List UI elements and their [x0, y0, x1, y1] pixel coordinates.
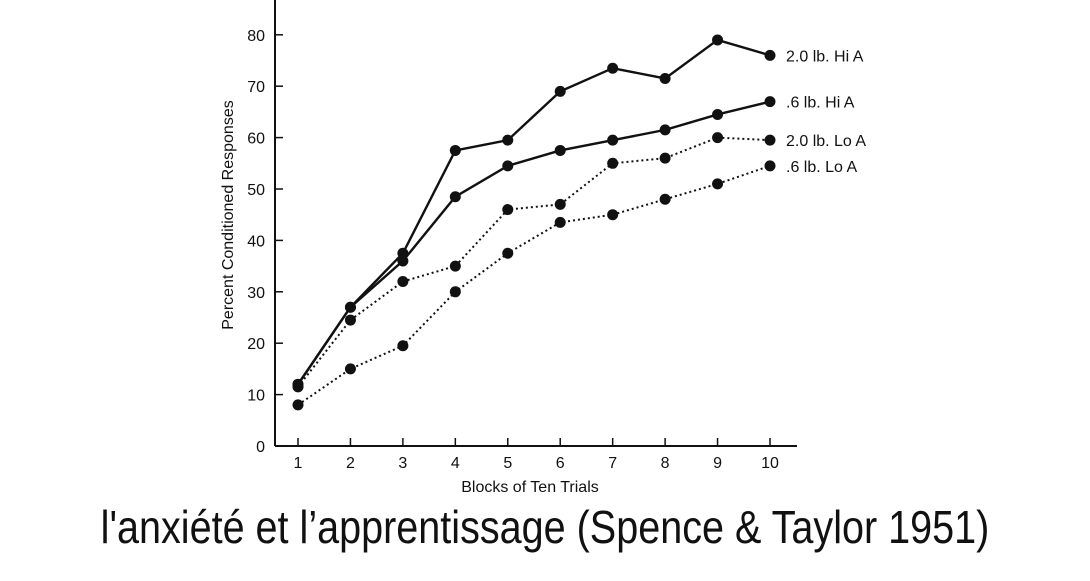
y-tick-label: 0	[256, 439, 265, 456]
x-tick-label: 10	[761, 455, 779, 472]
x-tick-label: 7	[608, 455, 617, 472]
data-point	[607, 157, 619, 169]
x-tick-label: 6	[556, 455, 565, 472]
series-label: 2.0 lb. Lo A	[786, 133, 866, 150]
data-point	[712, 178, 724, 190]
data-point	[502, 134, 514, 146]
y-tick-label: 40	[247, 233, 265, 250]
data-point	[712, 108, 724, 120]
data-point	[502, 160, 514, 172]
data-point	[344, 314, 356, 326]
data-point	[607, 209, 619, 221]
series-label: .6 lb. Lo A	[786, 159, 857, 176]
y-axis-label: Percent Conditioned Responses	[220, 100, 237, 329]
x-tick-label: 2	[346, 455, 355, 472]
line-chart: 0 10 20 30 40 50 60 70 80 1 2 3 4 5 6 7 8 9 10 2.0 lb. Hi …	[220, 0, 866, 496]
y-tick-label: 70	[247, 79, 265, 96]
data-point	[607, 62, 619, 74]
data-point	[449, 286, 461, 298]
data-point	[554, 85, 566, 97]
data-point	[764, 96, 776, 108]
series-label: .6 lb. Hi A	[786, 95, 855, 112]
data-point	[292, 399, 304, 411]
data-point	[764, 160, 776, 172]
x-tick-label: 1	[294, 455, 303, 472]
data-point	[502, 204, 514, 216]
series-layer: 2.0 lb. Hi A .6 lb. Hi A 2.0 lb. Lo A .6 lb…	[292, 34, 866, 411]
data-point	[554, 144, 566, 156]
data-point	[712, 132, 724, 144]
data-point	[397, 255, 409, 267]
data-point	[502, 247, 514, 259]
data-point	[659, 193, 671, 205]
data-point	[659, 72, 671, 84]
data-point	[292, 381, 304, 393]
data-point	[554, 216, 566, 228]
series-label: 2.0 lb. Hi A	[786, 48, 864, 65]
caption: l'anxiété et l’apprentissage (Spence & T…	[100, 501, 990, 553]
y-tick-label: 60	[247, 131, 265, 148]
data-point	[607, 134, 619, 146]
data-point	[659, 152, 671, 164]
axes: 0 10 20 30 40 50 60 70 80 1 2 3 4 5 6 7 8 9 10	[247, 0, 797, 472]
data-point	[397, 340, 409, 352]
x-tick-label: 9	[713, 455, 722, 472]
x-axis-label: Blocks of Ten Trials	[461, 479, 599, 496]
data-point	[659, 124, 671, 136]
data-point	[764, 134, 776, 146]
data-point	[344, 363, 356, 375]
series-line	[297, 38, 771, 385]
data-point	[397, 276, 409, 288]
x-tick-label: 8	[661, 455, 670, 472]
data-point	[712, 34, 724, 46]
data-point	[764, 49, 776, 61]
x-tick-label: 3	[398, 455, 407, 472]
data-point	[449, 260, 461, 272]
x-tick-label: 5	[503, 455, 512, 472]
series-line	[297, 136, 771, 388]
data-point	[449, 144, 461, 156]
data-point	[554, 198, 566, 210]
y-tick-label: 80	[247, 28, 265, 45]
data-point	[344, 301, 356, 313]
y-tick-label: 20	[247, 336, 265, 353]
y-tick-label: 50	[247, 182, 265, 199]
x-tick-label: 4	[451, 455, 460, 472]
y-tick-label: 10	[247, 388, 265, 405]
data-point	[449, 191, 461, 203]
series-line	[297, 100, 771, 385]
y-tick-label: 30	[247, 285, 265, 302]
series-line	[297, 164, 771, 406]
